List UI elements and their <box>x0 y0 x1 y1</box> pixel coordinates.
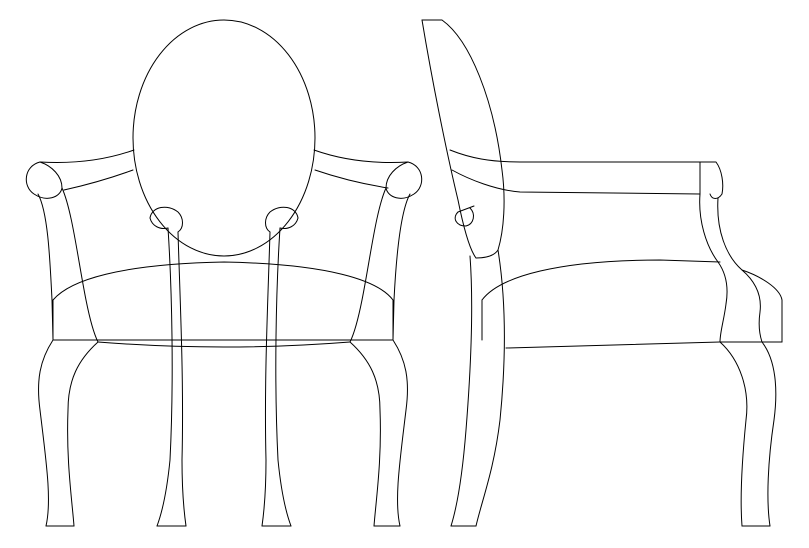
front-left-post <box>149 206 187 527</box>
side-arm-scroll <box>454 205 475 227</box>
side-front-leg <box>719 341 777 527</box>
front-view <box>25 19 423 527</box>
front-outer-right-leg <box>349 339 408 527</box>
front-outer-left-leg <box>38 339 99 527</box>
right-arm <box>313 149 423 343</box>
side-arm-support <box>699 193 783 343</box>
oval-backrest <box>132 19 316 257</box>
side-arm-rail <box>449 149 724 199</box>
left-arm <box>25 149 135 343</box>
front-right-post <box>261 206 299 527</box>
side-view <box>421 19 783 527</box>
side-backrest <box>421 19 505 259</box>
seat-cushion <box>52 261 394 348</box>
side-seat <box>481 259 783 349</box>
side-back-leg <box>450 249 505 527</box>
